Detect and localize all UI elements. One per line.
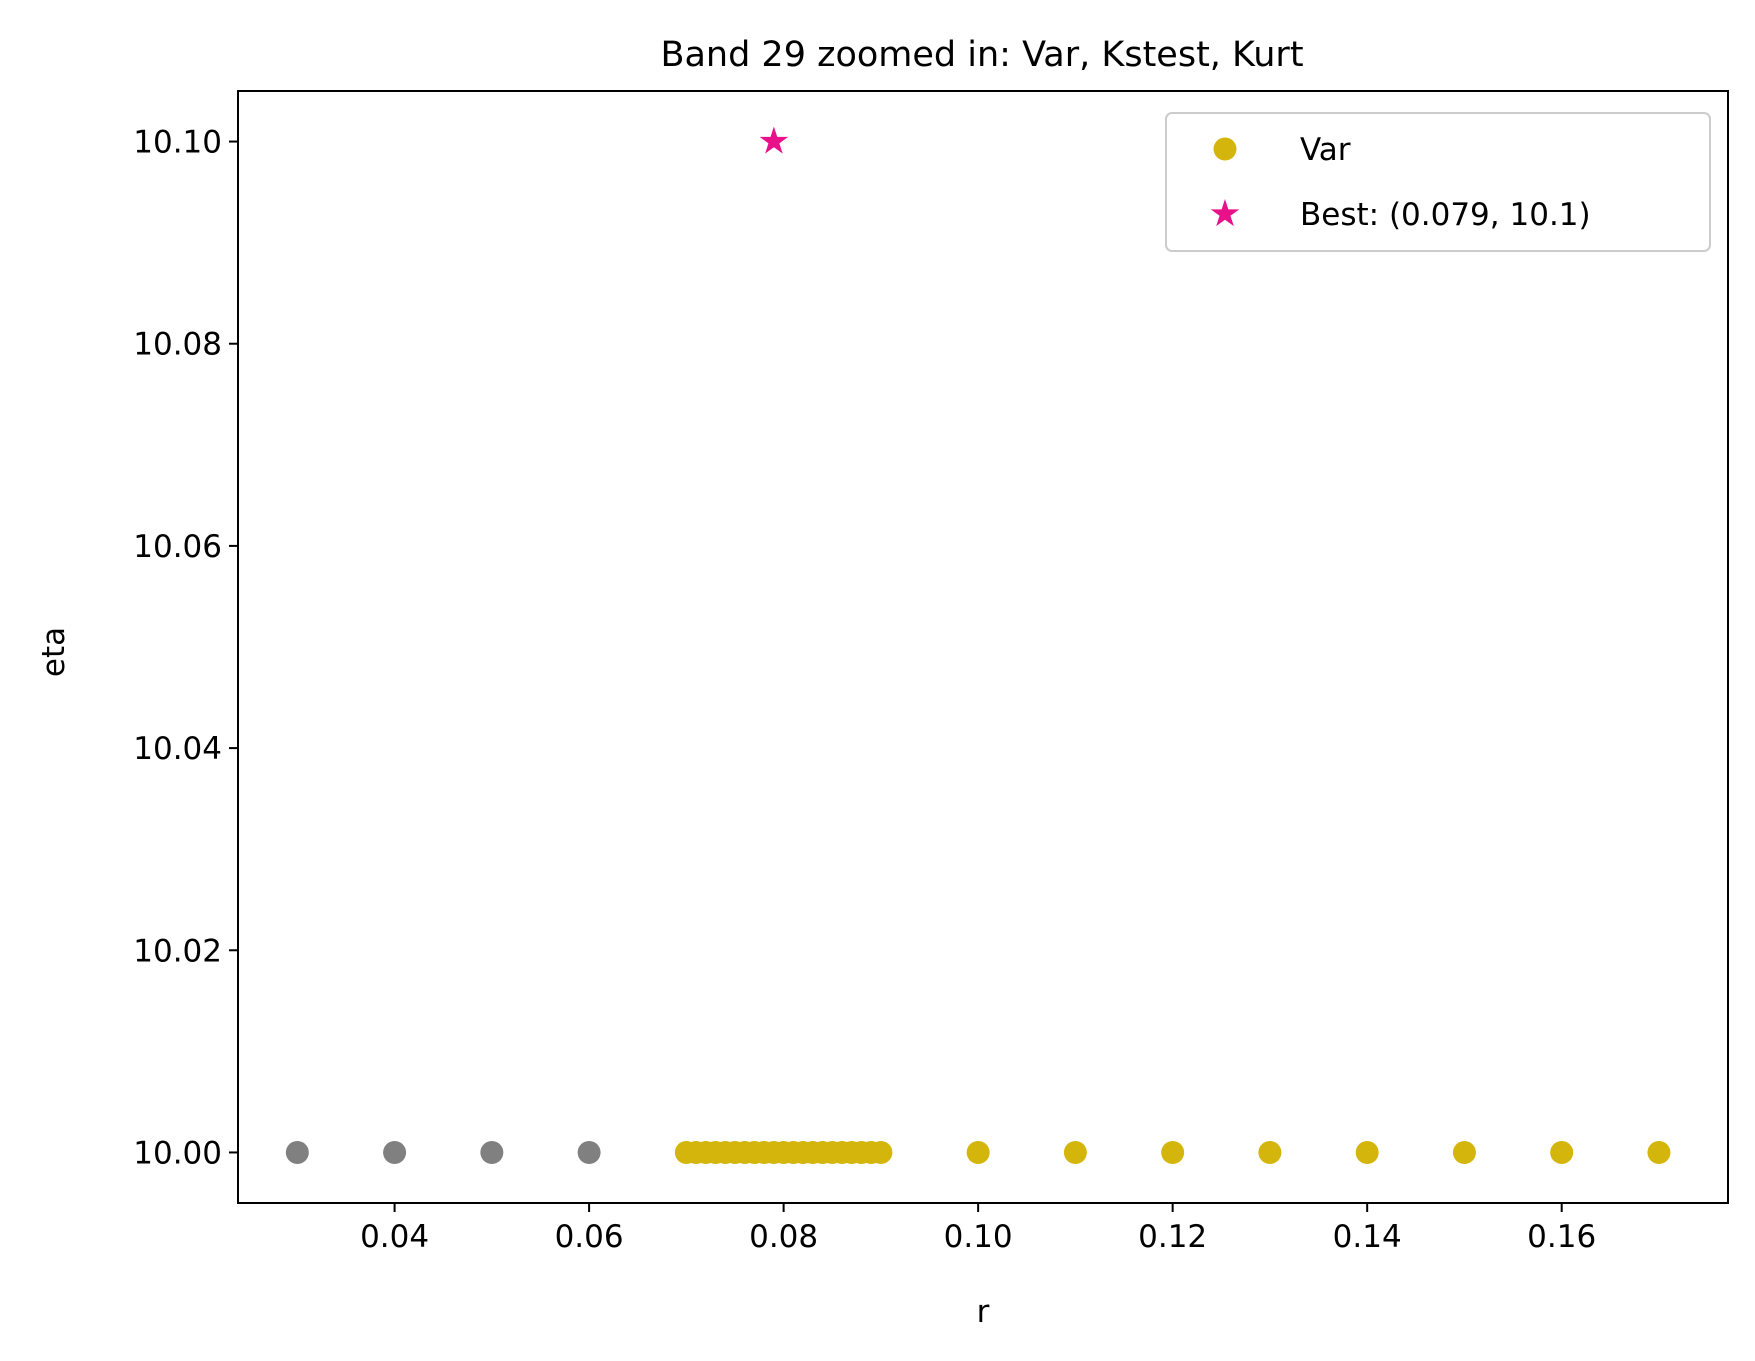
y-tick-label: 10.06: [133, 529, 222, 565]
x-axis: 0.04 0.06 0.08 0.10 0.12 0.14 0.16: [360, 1203, 1596, 1255]
var-data-point: [869, 1140, 893, 1164]
legend-star-marker: [1210, 199, 1240, 227]
legend-box: [1165, 112, 1711, 252]
x-tick-label: 0.08: [749, 1219, 818, 1255]
legend-circle-marker: [1213, 137, 1237, 161]
y-tick-label: 10.08: [133, 327, 222, 363]
y-axis: 10.00 10.02 10.04 10.06 10.08 10.10: [133, 125, 238, 1171]
var-data-point: [1355, 1140, 1379, 1164]
var-data-point: [1647, 1140, 1671, 1164]
legend-label: Best: (0.079, 10.1): [1300, 197, 1591, 233]
y-tick-label: 10.10: [133, 125, 222, 161]
var-data-point: [1258, 1140, 1282, 1164]
chart-title: Band 29 zoomed in: Var, Kstest, Kurt: [660, 35, 1303, 75]
x-tick-label: 0.06: [555, 1219, 624, 1255]
var-data-point: [1161, 1140, 1185, 1164]
y-tick-label: 10.00: [133, 1135, 222, 1171]
legend-label: Var: [1300, 132, 1351, 168]
grey-data-point: [285, 1140, 309, 1164]
var-data-point: [966, 1140, 990, 1164]
x-tick-label: 0.14: [1333, 1219, 1402, 1255]
grey-data-point: [480, 1140, 504, 1164]
plot-marks: [285, 126, 1671, 1164]
y-tick-label: 10.02: [133, 933, 222, 969]
y-tick-label: 10.04: [133, 731, 222, 767]
var-data-point: [1063, 1140, 1087, 1164]
x-tick-label: 0.04: [360, 1219, 429, 1255]
x-axis-label: r: [977, 1294, 990, 1330]
best-point-star: [759, 126, 789, 154]
legend: Var Best: (0.079, 10.1): [1165, 112, 1711, 252]
y-axis-label: eta: [36, 627, 72, 677]
var-data-point: [1452, 1140, 1476, 1164]
grey-data-point: [383, 1140, 407, 1164]
var-data-point: [1550, 1140, 1574, 1164]
grey-data-point: [577, 1140, 601, 1164]
x-tick-label: 0.16: [1527, 1219, 1596, 1255]
x-tick-label: 0.12: [1138, 1219, 1207, 1255]
plot-area-frame: [237, 90, 1729, 1204]
x-tick-label: 0.10: [944, 1219, 1013, 1255]
